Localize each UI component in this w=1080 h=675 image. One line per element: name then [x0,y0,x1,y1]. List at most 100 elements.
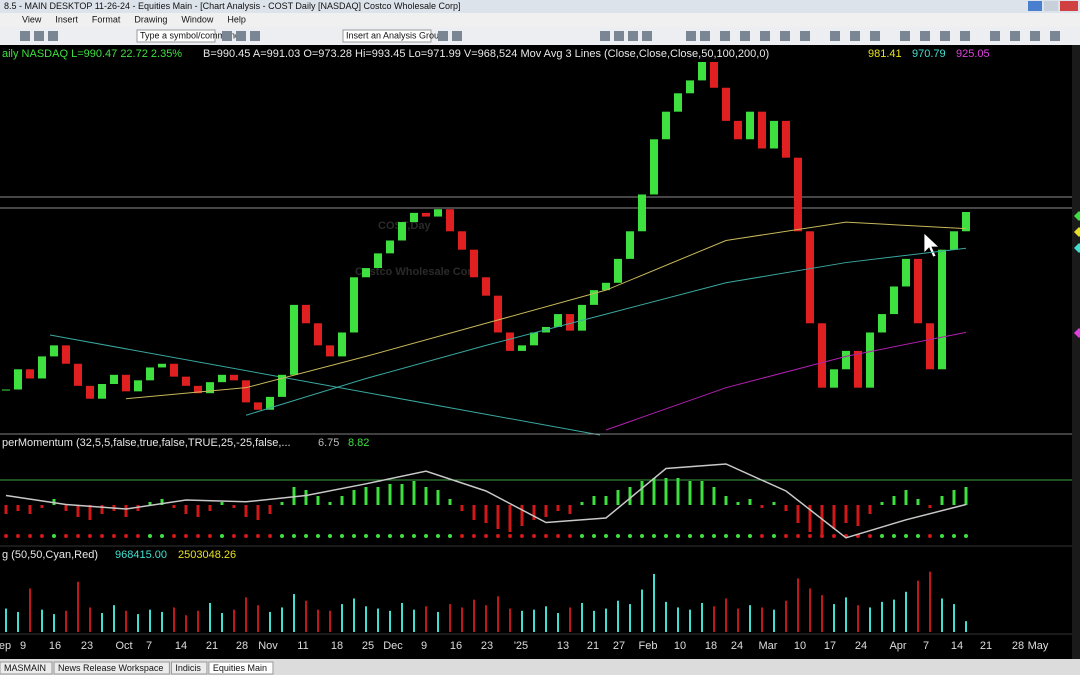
volume-bar [953,604,955,632]
momentum-dot [364,534,368,538]
tab[interactable] [170,661,208,675]
menu-item[interactable]: View [22,14,42,24]
x-tick-label: 7 [923,640,929,652]
momentum-dot [16,534,20,538]
candle [14,369,22,390]
x-tick-label: 21 [980,640,992,652]
candle [902,258,910,287]
volume-bar [689,609,691,632]
candle [98,384,106,399]
volume-bar [5,608,7,632]
momentum-bar [880,502,884,505]
x-tick-label: ep [0,640,11,652]
volume-bar [929,571,931,632]
momentum-bar [244,505,248,517]
momentum-bar [940,496,944,505]
momentum-dot [556,534,560,538]
tab[interactable] [53,661,170,675]
minimize-button[interactable] [1028,1,1042,11]
momentum-dot [40,534,44,538]
x-tick-label: 18 [705,640,717,652]
volume-bar [593,610,595,632]
candle [650,139,658,195]
momentum-dot [184,534,188,538]
maximize-button[interactable] [1044,1,1058,11]
volume-bar [737,608,739,632]
momentum-bar [28,505,32,514]
close-button[interactable] [1060,1,1078,11]
candle [698,62,706,81]
momentum-bar [220,502,224,505]
momentum-bar [808,505,812,532]
menu-item[interactable]: Help [227,14,246,24]
momentum-dot [880,534,884,538]
candle [758,111,766,149]
candle [734,120,742,140]
volume-bar [773,609,775,632]
momentum-bar [436,490,440,505]
momentum-bar [856,505,860,526]
momentum-dot [652,534,656,538]
momentum-bar [4,505,8,514]
menu-item[interactable]: Drawing [134,14,167,24]
candle [794,157,802,232]
momentum-bar [760,505,764,508]
volume-bar [389,610,391,632]
volume-bar [629,604,631,632]
volume-bar [341,604,343,632]
candle [506,332,514,351]
volume-bar [89,607,91,632]
candle [110,374,118,384]
x-tick-label: 9 [421,640,427,652]
candle [638,194,646,232]
volume-bar [845,597,847,632]
analysis-group-select[interactable] [342,29,432,43]
volume-bar [665,601,667,632]
tab[interactable] [0,661,53,675]
momentum-bar [328,502,332,505]
momentum-dot [4,534,8,538]
momentum-bar [544,505,548,517]
volume-bar [821,595,823,632]
momentum-dot [268,534,272,538]
trend-line [49,334,601,436]
price-marker [1074,328,1080,338]
momentum-bar [892,496,896,505]
momentum-bar [292,487,296,505]
candle [338,332,346,357]
momentum-bar [40,505,44,508]
momentum-bar [184,505,188,514]
candle [86,385,94,399]
symbol-placeholder: Type a symbol/command [140,30,240,40]
candle [122,374,130,392]
x-tick-label: 18 [331,640,343,652]
candle [422,212,430,217]
momentum-dot [256,534,260,538]
momentum-dot [436,534,440,538]
momentum-bar [700,481,704,505]
momentum-bar [88,505,92,520]
momentum-bar [748,499,752,505]
momentum-bar [736,502,740,505]
menu-item[interactable]: Insert [55,14,78,24]
x-tick-label: 10 [674,640,686,652]
volume-bar [497,596,499,632]
momentum-bar [364,487,368,505]
volume-bar [905,591,907,632]
tab[interactable] [208,661,274,675]
menu-item[interactable]: Window [181,14,214,24]
menu-item[interactable]: Format [92,14,121,24]
momentum-dot [316,534,320,538]
momentum-dot [736,534,740,538]
volume-bar [353,598,355,632]
symbol-input[interactable] [136,29,216,43]
volume-bar [473,599,475,632]
moving-average [125,221,967,400]
momentum-dot [520,534,524,538]
volume-bar [209,602,211,632]
momentum-dot [868,534,872,538]
candle [686,80,694,94]
momentum-bar [664,478,668,505]
candle [962,212,970,232]
candle [662,111,670,140]
